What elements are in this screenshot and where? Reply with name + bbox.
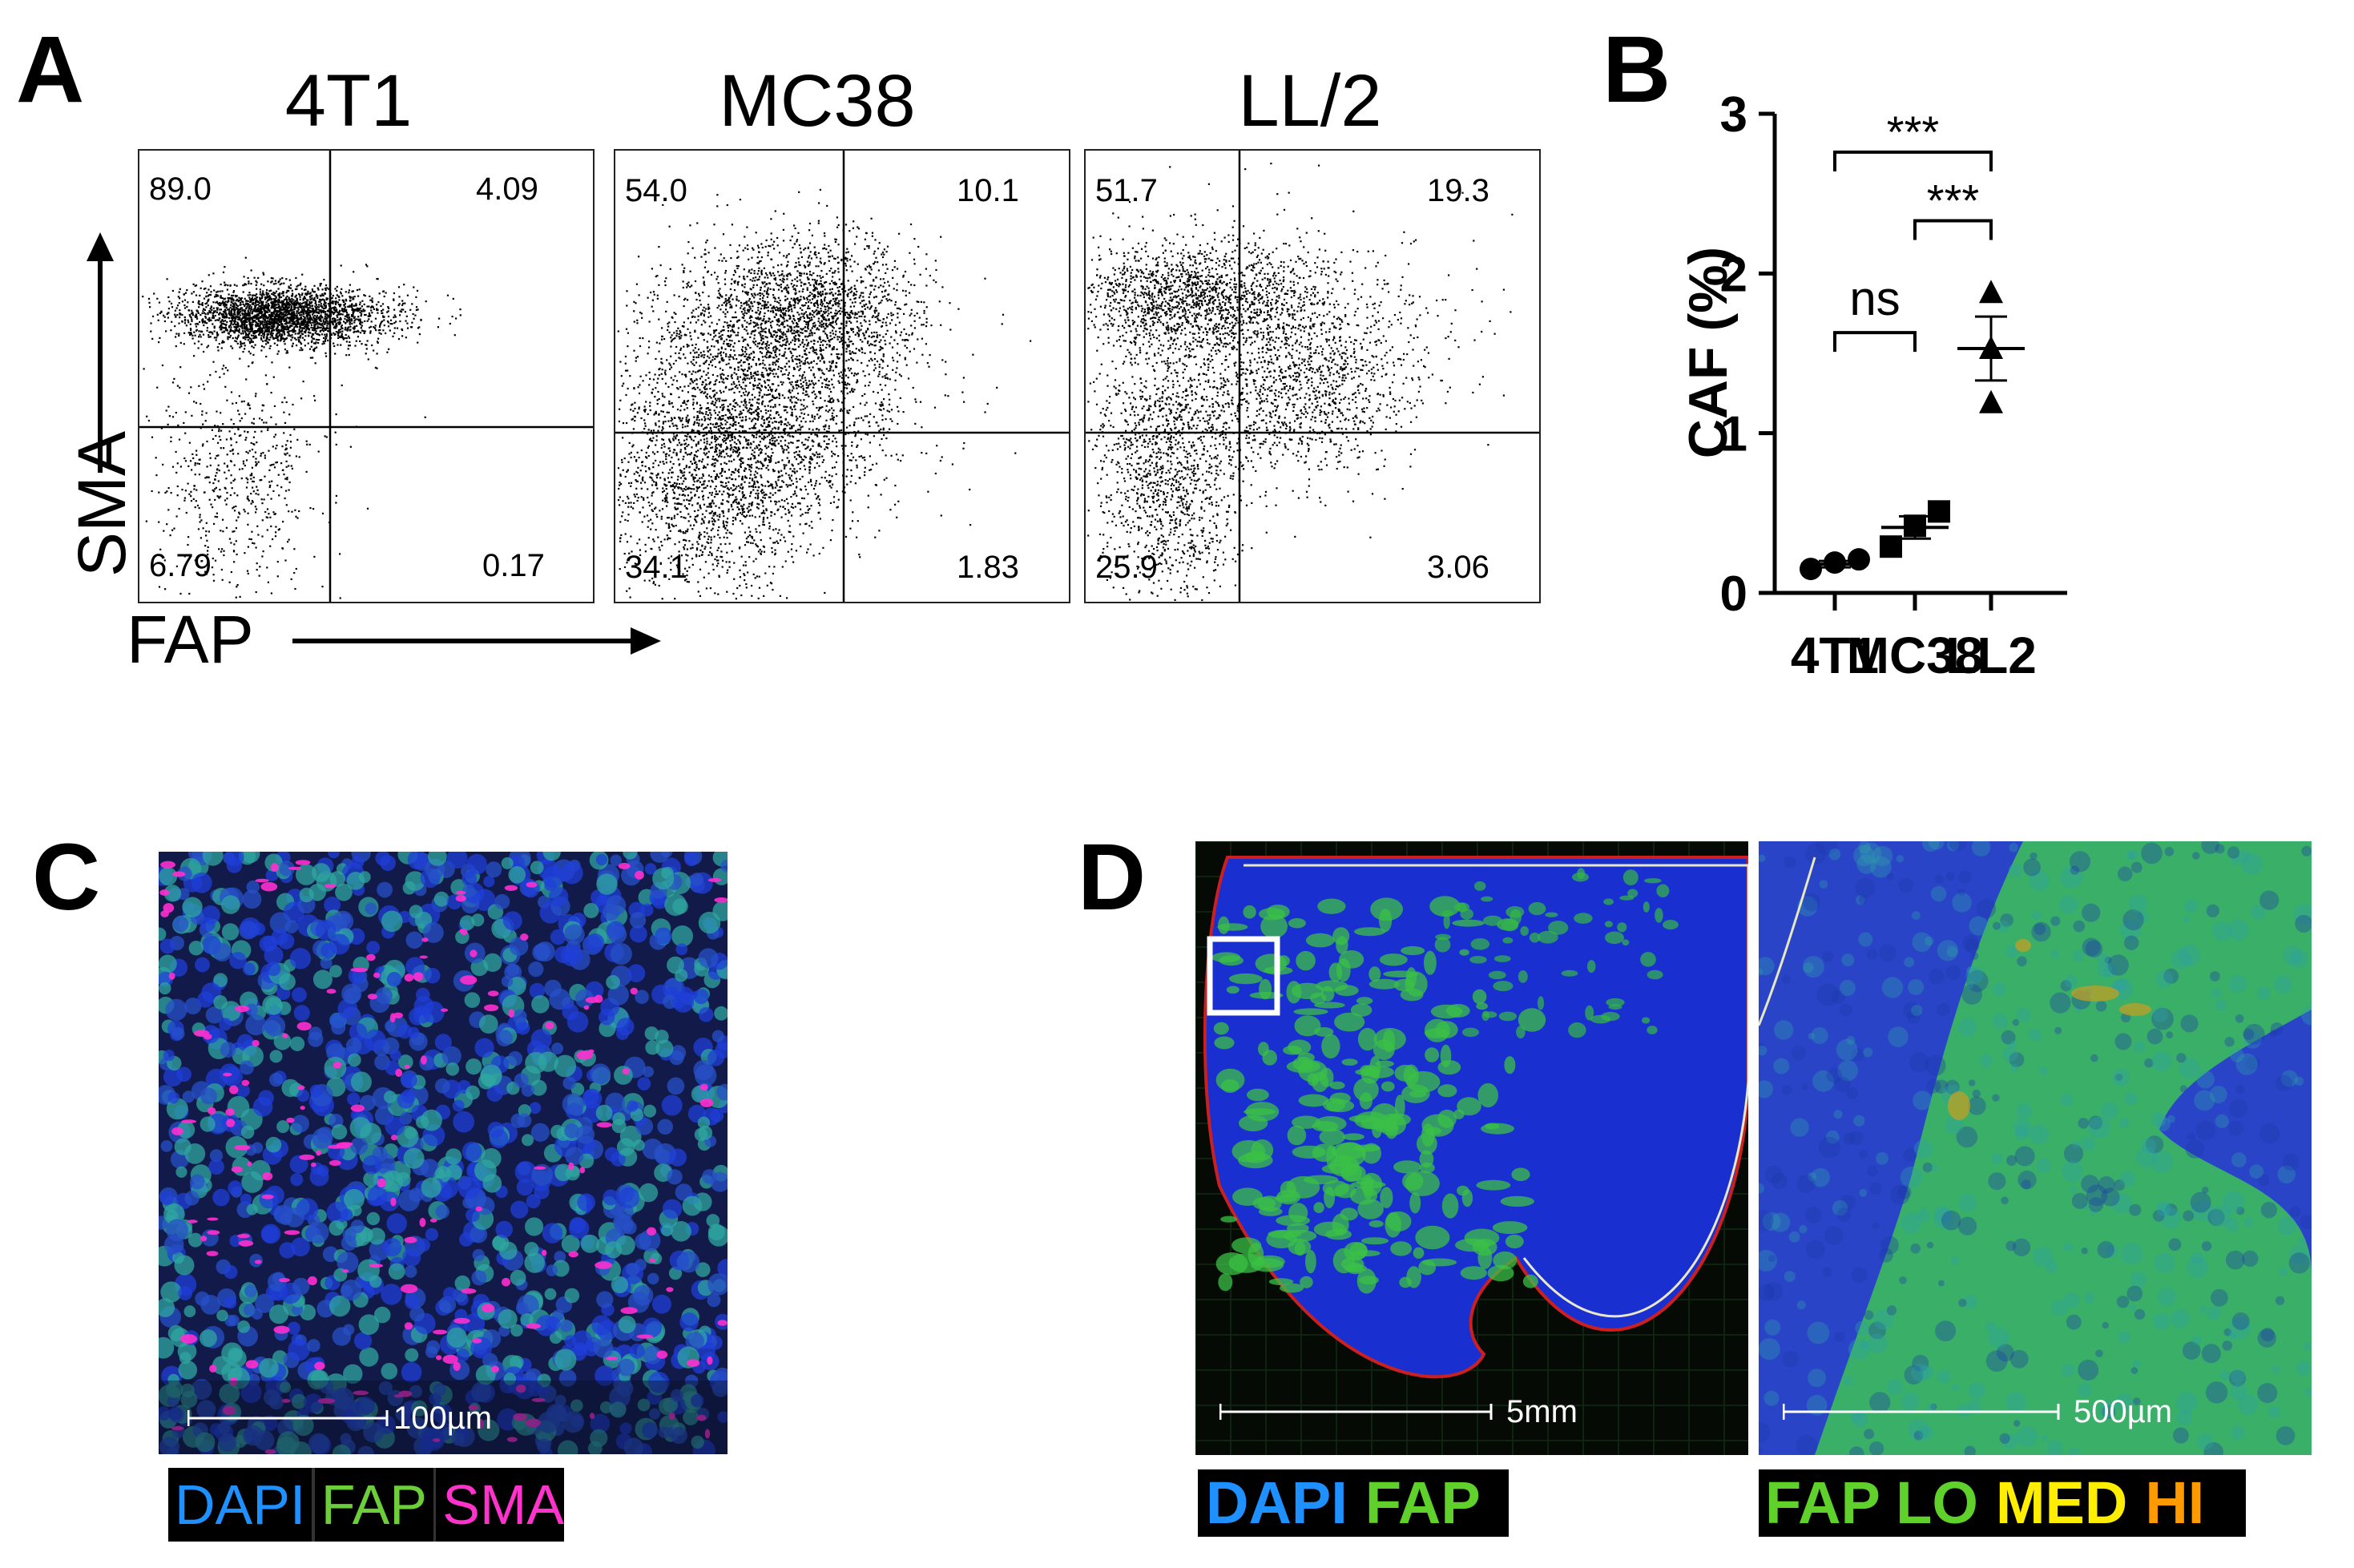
flow-scatter-4t1 <box>139 151 593 602</box>
panel-label-c: C <box>32 824 101 930</box>
event-dots <box>1087 163 1514 602</box>
fap-signal <box>1211 868 1679 1294</box>
quadrant-upper-left: 89.0 <box>149 171 212 207</box>
significance-label: *** <box>1927 175 1979 226</box>
fluorescence-texture-c <box>159 852 728 1454</box>
quadrant-upper-right: 19.3 <box>1427 173 1489 208</box>
legend-item-hi: HI <box>2145 1469 2205 1536</box>
data-point <box>1880 535 1902 558</box>
event-dots <box>142 256 462 599</box>
quadrant-upper-right: 4.09 <box>476 171 538 207</box>
panel-label-a: A <box>16 17 85 123</box>
flow-plot-4t1: 89.0 4.09 6.79 0.17 <box>138 149 595 603</box>
series-4T1 <box>1800 548 1870 581</box>
significance-bracket: *** <box>1913 175 1993 240</box>
panel-label-b: B <box>1602 17 1671 123</box>
y-axis-arrow <box>87 232 114 473</box>
data-point <box>1928 500 1950 523</box>
x-tick-label: 4T1 <box>1791 627 1879 684</box>
fap-hi-spots <box>1948 939 2151 1120</box>
data-point <box>1979 280 2003 304</box>
scale-bar-label-c: 100µm <box>393 1401 493 1436</box>
legend-item-sma: SMA <box>442 1473 564 1536</box>
quadrant-upper-left: 51.7 <box>1095 173 1158 208</box>
flow-plot-title-4t1: 4T1 <box>284 60 413 142</box>
inner-outline <box>1244 864 1748 1318</box>
data-point <box>1848 548 1870 571</box>
quadrant-lower-right: 0.17 <box>482 548 545 583</box>
fluorescence-image-c: 100µm <box>159 852 728 1454</box>
flow-scatter-ll2 <box>1086 151 1539 602</box>
scale-bar-label-d-right: 500µm <box>2074 1394 2173 1429</box>
y-axis-label: SMA <box>64 430 139 577</box>
tissue-edge <box>1759 857 1816 1026</box>
x-tick-label: MC38 <box>1847 627 1984 684</box>
legend-d-right: FAP LO MED HI <box>1759 1469 2246 1537</box>
series-LL2 <box>1957 280 2025 413</box>
scale-bar-label-d-left: 5mm <box>1506 1394 1578 1429</box>
legend-divider <box>433 1468 437 1542</box>
quadrant-lower-left: 34.1 <box>625 550 687 585</box>
data-point <box>1800 558 1822 581</box>
significance-bracket: *** <box>1833 107 1993 171</box>
quadrant-lower-right: 3.06 <box>1427 550 1489 585</box>
quadrant-upper-right: 10.1 <box>957 173 1019 208</box>
flow-plot-title-ll2: LL/2 <box>1238 60 1382 142</box>
sma-signal <box>159 860 728 1454</box>
quadrant-lower-left: 25.9 <box>1095 550 1158 585</box>
x-tick-label: LL2 <box>1945 627 2037 684</box>
significance-bracket: ns <box>1833 272 1917 353</box>
event-dots <box>617 188 1032 602</box>
flow-plot-ll2: 51.7 19.3 25.9 3.06 <box>1084 149 1541 603</box>
flow-plot-title-mc38: MC38 <box>719 60 916 142</box>
y-tick-label: 0 <box>1720 566 1747 622</box>
quadrant-upper-left: 54.0 <box>625 173 687 208</box>
panel-label-d: D <box>1078 824 1147 930</box>
region-of-interest-box <box>1207 936 1280 1016</box>
data-point <box>1979 389 2003 413</box>
legend-item-fap: FAP <box>1364 1469 1481 1536</box>
nuclei <box>159 852 728 1454</box>
quadrant-lower-right: 1.83 <box>957 550 1019 585</box>
flow-scatter-mc38 <box>615 151 1069 602</box>
fap-region <box>1815 841 2312 1455</box>
tissue-section-render <box>1195 841 1748 1455</box>
legend-d-left: DAPI FAP <box>1198 1469 1509 1537</box>
quadrant-lower-left: 6.79 <box>149 548 212 583</box>
tissue-section-image: 5mm <box>1195 841 1748 1455</box>
x-axis-arrow <box>292 627 661 655</box>
legend-divider <box>312 1468 315 1542</box>
y-axis-title: CAF (%) <box>1678 247 1739 458</box>
y-tick-label: 3 <box>1720 87 1747 143</box>
legend-item-dapi: DAPI <box>175 1473 306 1536</box>
legend-item-fap: FAP <box>320 1473 427 1536</box>
scale-bar-c <box>187 1410 389 1426</box>
significance-label: ns <box>1849 272 1900 325</box>
signal-texture <box>1759 841 2312 1455</box>
fap-heatmap-image: 500µm <box>1759 841 2312 1455</box>
scale-bar-d-right <box>1783 1404 2060 1420</box>
fap-heatmap-render <box>1759 841 2312 1455</box>
y-tick-label: 2 <box>1720 247 1747 302</box>
scale-bar-d-left <box>1219 1404 1493 1420</box>
x-axis-label: FAP <box>127 602 254 677</box>
legend-item-med: MED <box>1995 1469 2128 1536</box>
series-MC38 <box>1880 500 1950 558</box>
significance-label: *** <box>1887 107 1939 157</box>
flow-plot-mc38: 54.0 10.1 34.1 1.83 <box>614 149 1070 603</box>
legend-c: DAPI FAP SMA <box>168 1468 564 1542</box>
y-tick-label: 1 <box>1720 407 1747 462</box>
legend-item-fap-lo: FAP LO <box>1765 1469 1978 1536</box>
legend-item-dapi: DAPI <box>1206 1469 1348 1536</box>
